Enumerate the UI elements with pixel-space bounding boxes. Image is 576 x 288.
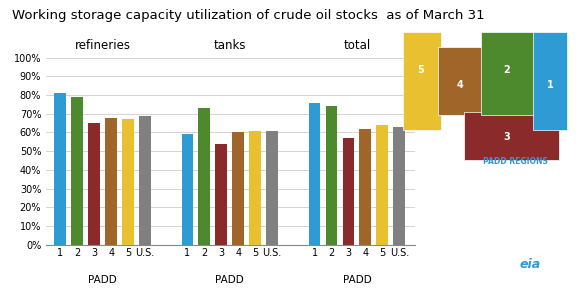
Text: 1: 1: [547, 80, 554, 90]
Bar: [215, 144, 228, 245]
Text: Working storage capacity utilization of crude oil stocks  as of March 31: Working storage capacity utilization of …: [12, 9, 484, 22]
Text: tanks: tanks: [214, 39, 246, 52]
Bar: [359, 129, 372, 245]
Text: PADD: PADD: [343, 275, 372, 285]
FancyBboxPatch shape: [464, 112, 559, 160]
Text: refineries: refineries: [75, 39, 131, 52]
Text: eia: eia: [520, 258, 540, 272]
Text: PADD: PADD: [215, 275, 244, 285]
Bar: [88, 123, 100, 245]
Bar: [376, 125, 388, 245]
Bar: [266, 131, 278, 245]
Text: 3: 3: [503, 132, 510, 142]
Text: 4: 4: [457, 80, 464, 90]
Bar: [249, 131, 261, 245]
Bar: [393, 127, 406, 245]
Bar: [71, 97, 83, 245]
Text: total: total: [343, 39, 370, 52]
Bar: [54, 93, 66, 245]
Bar: [343, 138, 354, 245]
FancyBboxPatch shape: [403, 32, 441, 130]
Bar: [139, 116, 151, 245]
Bar: [122, 120, 134, 245]
Text: 2: 2: [503, 65, 510, 75]
FancyBboxPatch shape: [438, 47, 486, 115]
Text: PADD REGIONS: PADD REGIONS: [483, 157, 548, 166]
Bar: [309, 103, 320, 245]
Bar: [105, 118, 117, 245]
Text: 5: 5: [417, 65, 424, 75]
FancyBboxPatch shape: [533, 32, 567, 130]
Bar: [181, 134, 194, 245]
Bar: [232, 132, 244, 245]
Text: PADD: PADD: [88, 275, 117, 285]
FancyBboxPatch shape: [481, 32, 536, 115]
Bar: [199, 108, 210, 245]
Bar: [325, 106, 338, 245]
